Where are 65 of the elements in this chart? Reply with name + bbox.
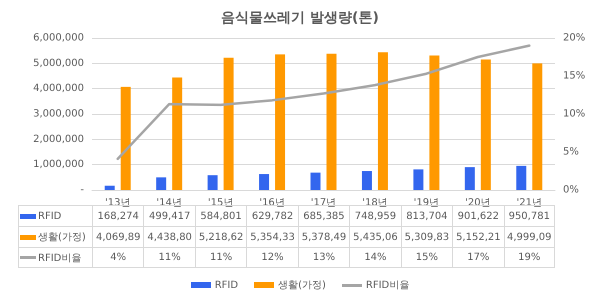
bar	[516, 166, 526, 190]
y2-tick-label: 0%	[563, 184, 579, 196]
data-label: 4,438,80	[143, 226, 195, 247]
data-label: 4%	[92, 247, 144, 268]
data-label: 5,152,21	[452, 226, 504, 247]
bar	[259, 174, 270, 190]
bar	[326, 54, 336, 190]
y-tick-label: 4,000,000	[33, 83, 84, 94]
bar	[172, 78, 182, 190]
y2-tick-label: 10%	[563, 108, 586, 120]
bar	[120, 86, 131, 190]
bar	[480, 59, 491, 190]
data-label: 584,801	[200, 210, 242, 222]
y-tick-label: 5,000,000	[33, 58, 84, 69]
data-label: 13%	[298, 247, 350, 268]
data-label: 4,069,89	[92, 226, 144, 247]
bar	[310, 172, 320, 190]
data-label: 4,999,09	[504, 226, 555, 247]
line-series	[116, 44, 531, 160]
bar	[224, 58, 234, 190]
y2-tick-label: 15%	[563, 70, 586, 82]
data-label: 5,309,83	[400, 226, 452, 247]
data-label: 17%	[452, 247, 504, 268]
legend-label: RFID	[18, 205, 92, 226]
y2-tick-label: 5%	[563, 146, 579, 158]
data-label: 11%	[194, 247, 246, 268]
y-tick-label: 3,000,000	[33, 108, 84, 120]
y-tick-label: 1,000,000	[33, 159, 84, 170]
y-tick-label: 6,000,000	[33, 32, 84, 44]
data-label: 5,378,49	[298, 226, 350, 247]
bar	[429, 55, 440, 190]
y2-tick-label: 20%	[563, 32, 586, 44]
data-label: 901,622	[458, 210, 499, 222]
data-label: 5,218,62	[194, 226, 246, 247]
data-label: 168,274	[98, 210, 139, 222]
bar	[464, 167, 475, 190]
bar	[156, 177, 166, 190]
data-label: 813,704	[406, 210, 448, 222]
bar	[378, 52, 388, 190]
data-label: 748,959	[354, 210, 396, 222]
bar	[413, 169, 424, 190]
y-tick-label: 2,000,000	[33, 134, 84, 145]
chart-title: 음식물쓰레기 발생량(톤)	[221, 10, 379, 26]
y-tick-label: -	[80, 184, 84, 196]
data-label: 15%	[400, 247, 452, 268]
bar	[362, 171, 372, 190]
bar	[208, 175, 218, 190]
data-label: 629,782	[252, 210, 294, 222]
legend-label: RFID비율	[18, 247, 92, 268]
text: 생활(가정)	[278, 280, 326, 291]
data-label: 685,385	[303, 210, 345, 222]
text: RFID비율	[366, 280, 410, 291]
data-label: 19%	[504, 247, 555, 268]
data-label: 14%	[349, 247, 401, 268]
bar	[275, 54, 286, 190]
data-label: 499,417	[148, 210, 190, 222]
data-label: 950,781	[508, 210, 550, 222]
data-label: 12%	[246, 247, 298, 268]
bar	[532, 63, 542, 190]
text: RFID	[214, 280, 238, 290]
bar	[104, 186, 115, 190]
legend-label: 생활(가정)	[18, 226, 92, 247]
data-label: 5,354,33	[246, 226, 298, 247]
data-label: 11%	[143, 247, 195, 268]
data-label: 5,435,06	[349, 226, 401, 247]
